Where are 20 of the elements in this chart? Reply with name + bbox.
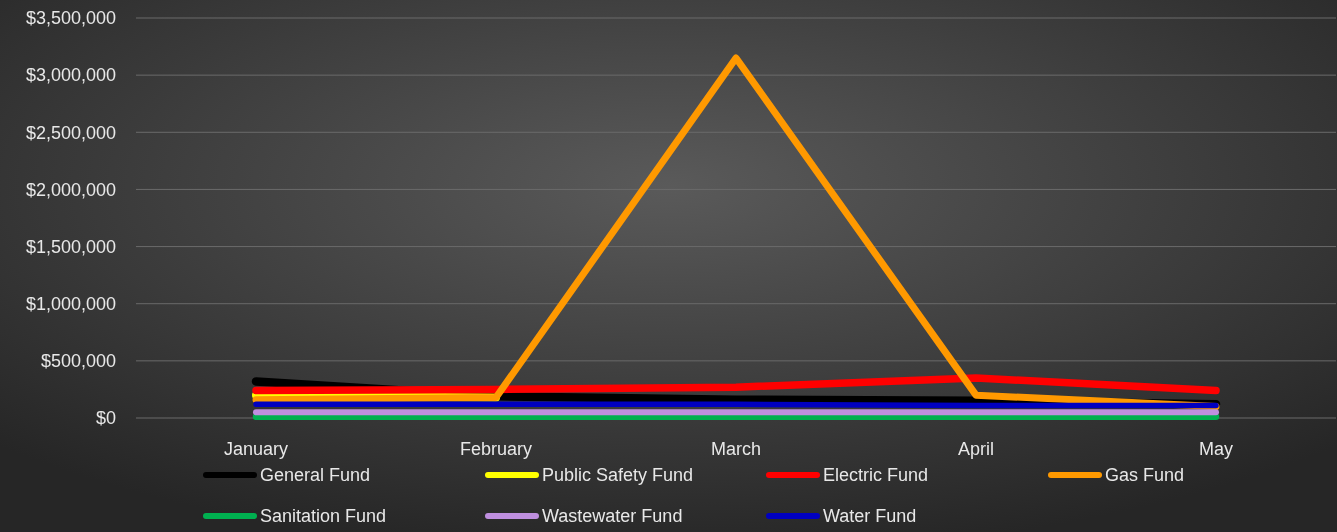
- legend-label: Electric Fund: [823, 465, 929, 486]
- y-tick-label: $3,500,000: [25, 8, 116, 29]
- x-tick-label: May: [1198, 439, 1234, 459]
- y-tick-label: $1,000,000: [25, 294, 116, 315]
- y-tick-label: $0: [95, 408, 116, 429]
- x-tick-label: March: [710, 439, 762, 459]
- legend-label: Public Safety Fund: [542, 465, 694, 486]
- x-tick-label: February: [459, 439, 533, 459]
- x-tick-label: January: [223, 439, 289, 459]
- y-tick-label: $2,000,000: [25, 179, 116, 200]
- legend-label: General Fund: [260, 465, 371, 486]
- y-tick-label: $1,500,000: [25, 236, 116, 257]
- y-tick-label: $3,000,000: [25, 65, 116, 86]
- x-tick-label: April: [957, 439, 995, 459]
- y-tick-label: $500,000: [40, 351, 116, 372]
- legend-label: Water Fund: [823, 506, 917, 527]
- legend-label: Sanitation Fund: [260, 506, 387, 527]
- legend-label: Wastewater Fund: [542, 506, 683, 527]
- legend-label: Gas Fund: [1105, 465, 1185, 486]
- y-tick-label: $2,500,000: [25, 122, 116, 143]
